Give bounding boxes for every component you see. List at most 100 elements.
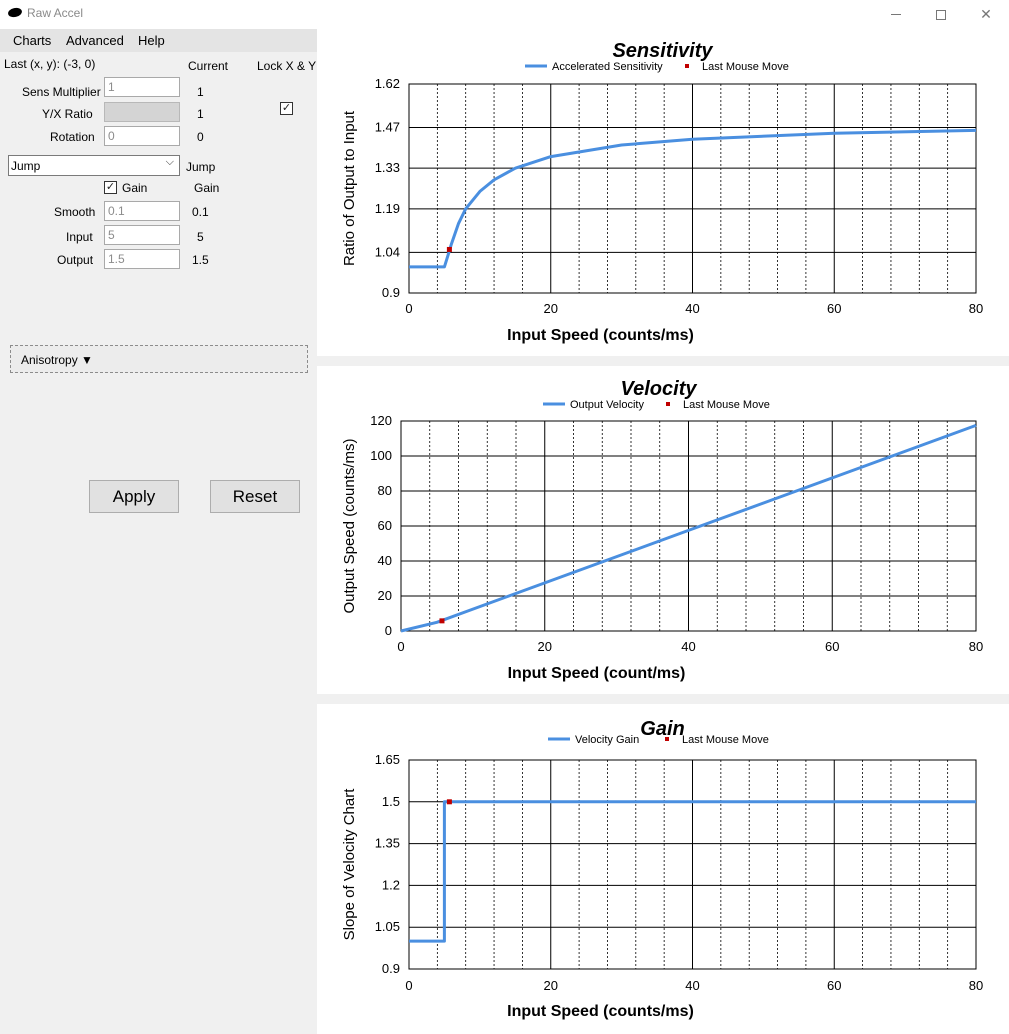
smooth-input[interactable]: 0.1	[104, 201, 180, 221]
legend-point-swatch	[665, 737, 669, 741]
lock-xy-header: Lock X & Y	[257, 59, 316, 73]
legend-point-label: Last Mouse Move	[683, 399, 770, 411]
y-tick-label: 80	[378, 483, 392, 498]
accel-mode-value: Jump	[11, 159, 40, 173]
smooth-label: Smooth	[54, 205, 95, 219]
x-tick-label: 20	[538, 639, 552, 654]
yx-ratio-current: 1	[197, 107, 204, 121]
y-tick-label: 1.04	[375, 244, 400, 259]
sens-multiplier-input[interactable]: 1	[104, 77, 180, 97]
accel-mode-current: Jump	[186, 160, 215, 174]
y-axis-label: Output Speed (counts/ms)	[341, 438, 358, 613]
sens-multiplier-label: Sens Multiplier	[22, 85, 101, 99]
window-title: Raw Accel	[27, 6, 83, 20]
gain-chart-panel: Gain Velocity Gain Last Mouse Move 0 20 40 60 8…	[317, 704, 1009, 1034]
sensitivity-chart-panel: Sensitivity Accelerated Sensitivity Last M…	[317, 29, 1009, 356]
output-current: 1.5	[192, 253, 209, 267]
x-tick-label: 40	[685, 301, 699, 316]
maximize-icon	[936, 10, 946, 20]
chart-title: Sensitivity	[612, 40, 713, 62]
velocity-chart-panel: Velocity Output Velocity Last Mouse Move 0 2…	[317, 366, 1009, 694]
reset-button[interactable]: Reset	[210, 480, 300, 513]
legend-point-label: Last Mouse Move	[702, 61, 789, 73]
title-bar: Raw Accel ✕	[0, 0, 1009, 29]
x-axis-label: Input Speed (counts/ms)	[507, 327, 694, 344]
y-tick-label: 1.35	[375, 836, 400, 851]
close-button[interactable]: ✕	[963, 0, 1009, 29]
maximize-button[interactable]	[918, 0, 964, 29]
y-tick-label: 40	[378, 553, 392, 568]
legend-point-swatch	[666, 402, 670, 406]
rotation-label: Rotation	[50, 130, 95, 144]
menu-help[interactable]: Help	[138, 33, 165, 48]
legend-series-label: Accelerated Sensitivity	[552, 61, 663, 73]
settings-panel: Charts Advanced Help Last (x, y): (-3, 0…	[0, 29, 317, 1034]
y-tick-label: 1.65	[375, 752, 400, 767]
current-header: Current	[188, 59, 228, 73]
x-tick-label: 80	[969, 978, 983, 993]
menu-advanced[interactable]: Advanced	[66, 33, 124, 48]
output-input[interactable]: 1.5	[104, 249, 180, 269]
x-tick-label: 60	[825, 639, 839, 654]
input-offset-input[interactable]: 5	[104, 225, 180, 245]
chart-separator	[317, 356, 1009, 366]
last-xy-readout: Last (x, y): (-3, 0)	[4, 57, 95, 71]
rotation-input[interactable]: 0	[104, 126, 180, 146]
minimize-button[interactable]	[873, 0, 919, 29]
y-tick-label: 1.2	[382, 877, 400, 892]
anisotropy-label: Anisotropy ▼	[21, 353, 93, 367]
y-tick-label: 1.47	[375, 120, 400, 135]
apply-button[interactable]: Apply	[89, 480, 179, 513]
last-mouse-move-point	[447, 247, 452, 252]
last-mouse-move-point	[439, 618, 444, 623]
gain-label: Gain	[122, 181, 147, 195]
yx-ratio-label: Y/X Ratio	[42, 107, 93, 121]
x-tick-label: 80	[969, 639, 983, 654]
y-tick-label: 1.05	[375, 919, 400, 934]
y-tick-label: 0.9	[382, 285, 400, 300]
minimize-icon	[891, 14, 901, 15]
input-label: Input	[66, 230, 93, 244]
y-tick-label: 0	[385, 623, 392, 638]
legend-series-label: Output Velocity	[570, 399, 644, 411]
y-tick-label: 60	[378, 518, 392, 533]
rotation-current: 0	[197, 130, 204, 144]
chevron-down-icon: ⌵	[166, 156, 174, 169]
x-tick-label: 20	[544, 301, 558, 316]
legend-series-label: Velocity Gain	[575, 734, 639, 746]
chart-separator	[317, 694, 1009, 704]
gain-checkbox[interactable]: ✓	[104, 181, 117, 194]
x-tick-label: 80	[969, 301, 983, 316]
legend-point-swatch	[685, 64, 689, 68]
y-tick-label: 0.9	[382, 961, 400, 976]
x-tick-label: 60	[827, 301, 841, 316]
anisotropy-toggle[interactable]: Anisotropy ▼	[10, 345, 308, 373]
lock-xy-checkbox[interactable]: ✓	[280, 102, 293, 115]
x-tick-label: 0	[405, 301, 412, 316]
chart-title: Gain	[640, 718, 684, 740]
menu-bar: Charts Advanced Help	[0, 29, 317, 52]
app-logo-icon	[7, 7, 23, 19]
y-tick-label: 1.62	[375, 76, 400, 91]
last-mouse-move-point	[447, 799, 452, 804]
sens-multiplier-current: 1	[197, 85, 204, 99]
close-icon: ✕	[980, 6, 992, 23]
y-tick-label: 100	[370, 448, 392, 463]
gain-current: Gain	[194, 181, 219, 195]
x-tick-label: 0	[397, 639, 404, 654]
x-tick-label: 60	[827, 978, 841, 993]
x-axis-label: Input Speed (count/ms)	[508, 665, 686, 682]
chart-title: Velocity	[621, 378, 698, 400]
x-axis-label: Input Speed (counts/ms)	[507, 1003, 694, 1020]
x-tick-label: 20	[544, 978, 558, 993]
accel-mode-dropdown[interactable]: Jump ⌵	[8, 155, 180, 176]
y-tick-label: 120	[370, 413, 392, 428]
legend-point-label: Last Mouse Move	[682, 734, 769, 746]
menu-charts[interactable]: Charts	[13, 33, 51, 48]
x-tick-label: 40	[685, 978, 699, 993]
y-tick-label: 1.5	[382, 794, 400, 809]
yx-ratio-input[interactable]	[104, 102, 180, 122]
